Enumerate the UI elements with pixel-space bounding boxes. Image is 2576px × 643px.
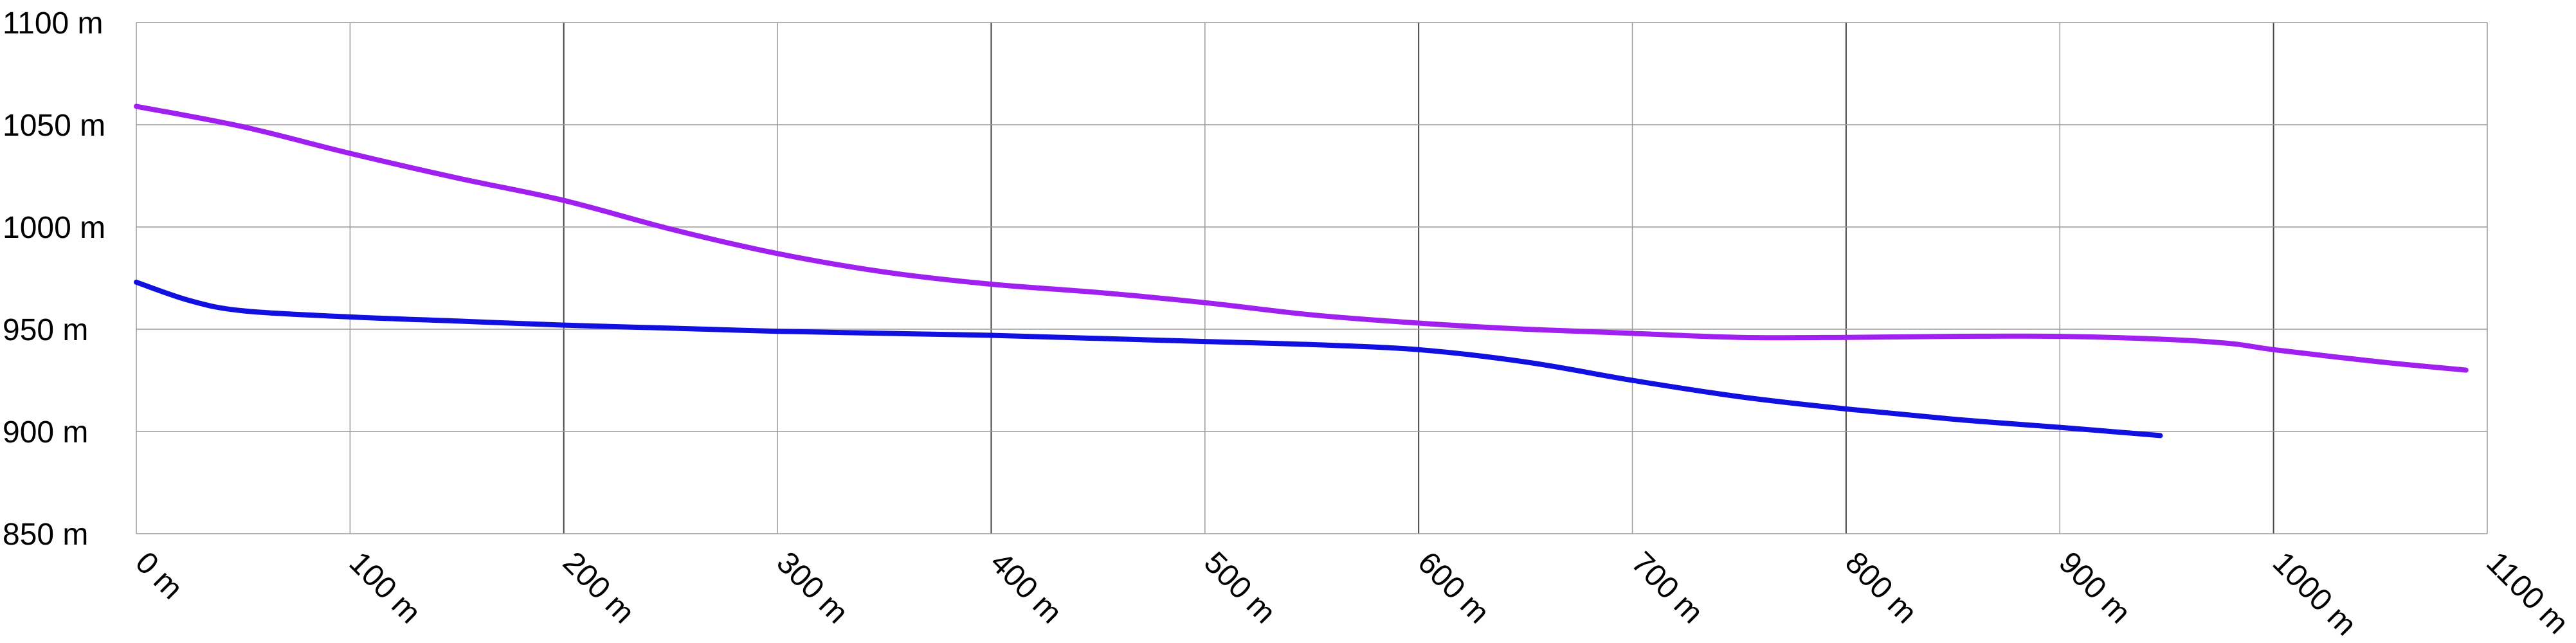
x-tick-label-0: 0 m [129,545,189,606]
x-tick-label-500: 500 m [1197,545,1282,630]
series-line-2 [134,279,2163,439]
series-lines [134,104,2469,439]
x-tick-label-400: 400 m [984,545,1069,630]
y-tick-label-950: 950 m [3,313,88,347]
x-tick-label-600: 600 m [1411,545,1496,630]
x-tick-label-900: 900 m [2052,545,2137,630]
x-axis-tick-labels: 0 m 100 m 200 m 300 m 400 m 500 m 600 m 700 m 80… [129,545,2575,642]
x-tick-label-800: 800 m [1838,545,1923,630]
y-tick-label-1000: 1000 m [3,211,105,245]
y-tick-label-1100: 1100 m [3,6,104,41]
x-tick-label-200: 200 m [556,545,641,630]
x-tick-label-100: 100 m [343,545,428,630]
x-tick-label-1100: 1100 m [2480,545,2575,640]
x-tick-label-1000: 1000 m [2266,545,2363,642]
x-tick-label-700: 700 m [1625,545,1710,630]
y-tick-label-900: 900 m [3,415,88,449]
series-line-1 [134,104,2469,373]
y-tick-label-1050: 1050 m [3,109,105,143]
grid-lines [136,22,2488,534]
y-axis-tick-labels: 850 m 900 m 950 m 1000 m 1050 m 1100 m [3,6,105,552]
y-tick-label-850: 850 m [3,518,88,552]
x-tick-label-300: 300 m [770,545,855,630]
